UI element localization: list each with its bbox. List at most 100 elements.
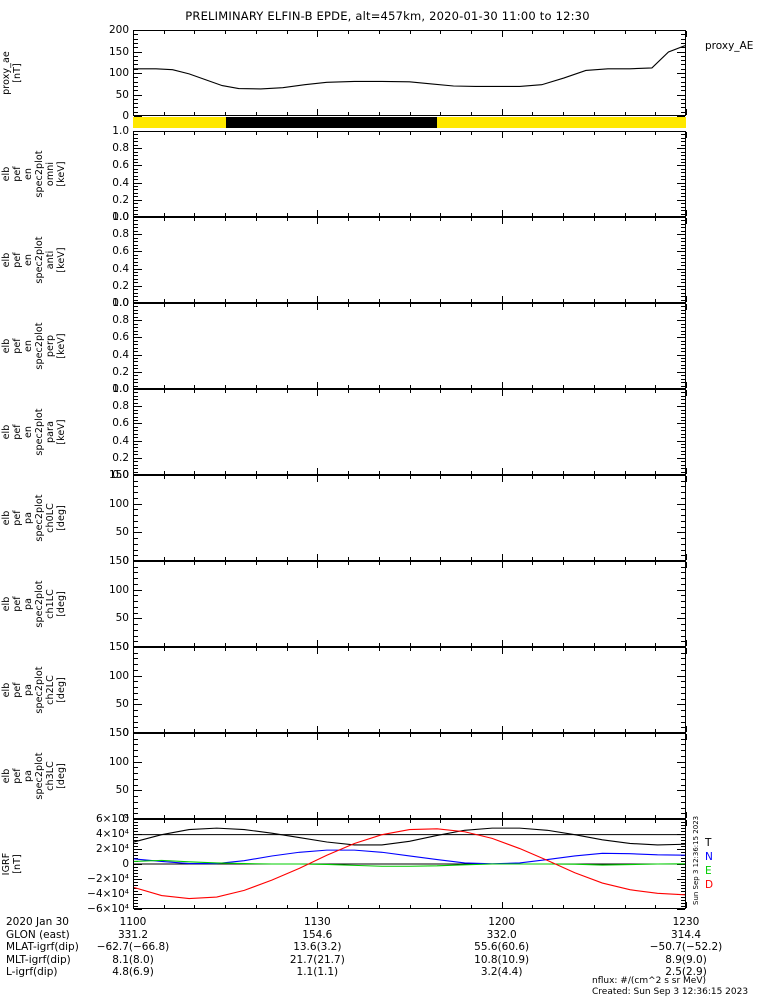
ytick-minor [681, 526, 685, 528]
legend-e: E [705, 865, 712, 877]
ytick-minor [134, 175, 138, 177]
xtick [440, 385, 442, 388]
panel-pa-ch0lc[interactable] [133, 475, 686, 561]
ytick-minor [681, 213, 685, 215]
xtick [194, 31, 196, 34]
ytick-major [134, 285, 142, 287]
ytick-minor [134, 447, 138, 449]
xtick [255, 815, 257, 818]
xtick [409, 299, 411, 302]
xtick [686, 812, 687, 818]
ytick-minor [681, 497, 685, 499]
xtick [563, 390, 565, 393]
ytick-minor [681, 347, 685, 349]
xtick [470, 132, 472, 135]
ytick-minor [681, 486, 685, 488]
xtick [624, 820, 626, 823]
ytick-minor [681, 846, 685, 847]
xtick [655, 299, 657, 302]
panel-proxy-ae[interactable] [133, 30, 686, 116]
ytick-minor [134, 258, 138, 260]
ytick-minor [134, 81, 138, 83]
ytick-minor [134, 755, 138, 757]
ytick-minor [134, 144, 138, 146]
bottom-row-value: 2.5(2.9) [665, 966, 707, 979]
xtick [194, 557, 196, 560]
panel-en-anti[interactable] [133, 217, 686, 303]
xtick [348, 476, 350, 479]
xtick [194, 476, 196, 479]
xtick [655, 557, 657, 560]
xtick [686, 296, 687, 302]
xtick [440, 476, 442, 479]
panel-pa-ch1lc[interactable] [133, 561, 686, 647]
panel-en-perp[interactable] [133, 303, 686, 389]
ytick-minor [134, 34, 138, 36]
panel-axis-title-word: [deg] [56, 591, 67, 617]
bottom-row-value: 13.6(3.2) [293, 941, 342, 954]
ytick-label: −2×10⁴ [87, 873, 129, 885]
xtick [255, 643, 257, 646]
xtick [194, 820, 196, 823]
xtick [348, 815, 350, 818]
xtick [686, 304, 687, 310]
ytick-minor [681, 572, 685, 574]
panel-axis-title-word: [deg] [56, 763, 67, 789]
xtick [194, 112, 196, 115]
xtick [163, 112, 165, 115]
panel-en-omni[interactable] [133, 131, 686, 217]
ytick-minor [134, 687, 138, 689]
ytick-minor [681, 340, 685, 342]
xtick [470, 562, 472, 565]
bottom-row-value: 314.4 [670, 928, 702, 941]
panel-axis-title-word: elb [1, 596, 12, 612]
xtick [317, 218, 319, 224]
ytick-minor [134, 543, 138, 545]
panel-en-para[interactable] [133, 389, 686, 475]
xtick [225, 390, 227, 393]
ytick-minor [681, 375, 685, 377]
ytick-minor [134, 344, 138, 346]
panel-pa-ch3lc[interactable] [133, 733, 686, 819]
ytick-minor [134, 385, 138, 387]
ytick-minor [681, 721, 685, 723]
ytick-minor [134, 669, 138, 671]
ytick-label: 4×10⁴ [95, 828, 129, 840]
panel-axis-title-word: spec2plot [34, 322, 45, 370]
ytick-major [134, 475, 142, 476]
ytick-major [677, 165, 685, 167]
xtick [286, 476, 288, 479]
ytick-minor [681, 658, 685, 660]
ytick-minor [134, 161, 138, 163]
ytick-minor [134, 601, 138, 603]
ytick-minor [134, 497, 138, 499]
ytick-minor [681, 426, 685, 428]
ytick-minor [681, 206, 685, 208]
ytick-major [134, 849, 142, 850]
panel-axis-title-word: [nT] [12, 63, 23, 83]
xtick [501, 734, 503, 740]
ytick-minor [681, 813, 685, 815]
panel-pa-ch2lc[interactable] [133, 647, 686, 733]
series-D [134, 829, 685, 899]
xtick [440, 905, 442, 908]
xtick [655, 905, 657, 908]
xtick [501, 382, 503, 388]
data-coverage-bar-segment[interactable] [225, 117, 438, 128]
xtick [286, 385, 288, 388]
ytick-minor [681, 698, 685, 700]
xtick [686, 640, 687, 646]
ytick-minor [134, 715, 138, 717]
ytick-minor [134, 313, 138, 315]
panel-axis-title-word: [nT] [12, 854, 23, 874]
ytick-minor [681, 223, 685, 225]
ytick-major [134, 217, 142, 218]
ytick-minor [134, 419, 138, 421]
xtick [225, 562, 227, 565]
xtick [409, 820, 411, 823]
ytick-minor [134, 358, 138, 360]
xtick [163, 815, 165, 818]
xtick [655, 562, 657, 565]
xtick [563, 31, 565, 34]
xtick [563, 557, 565, 560]
